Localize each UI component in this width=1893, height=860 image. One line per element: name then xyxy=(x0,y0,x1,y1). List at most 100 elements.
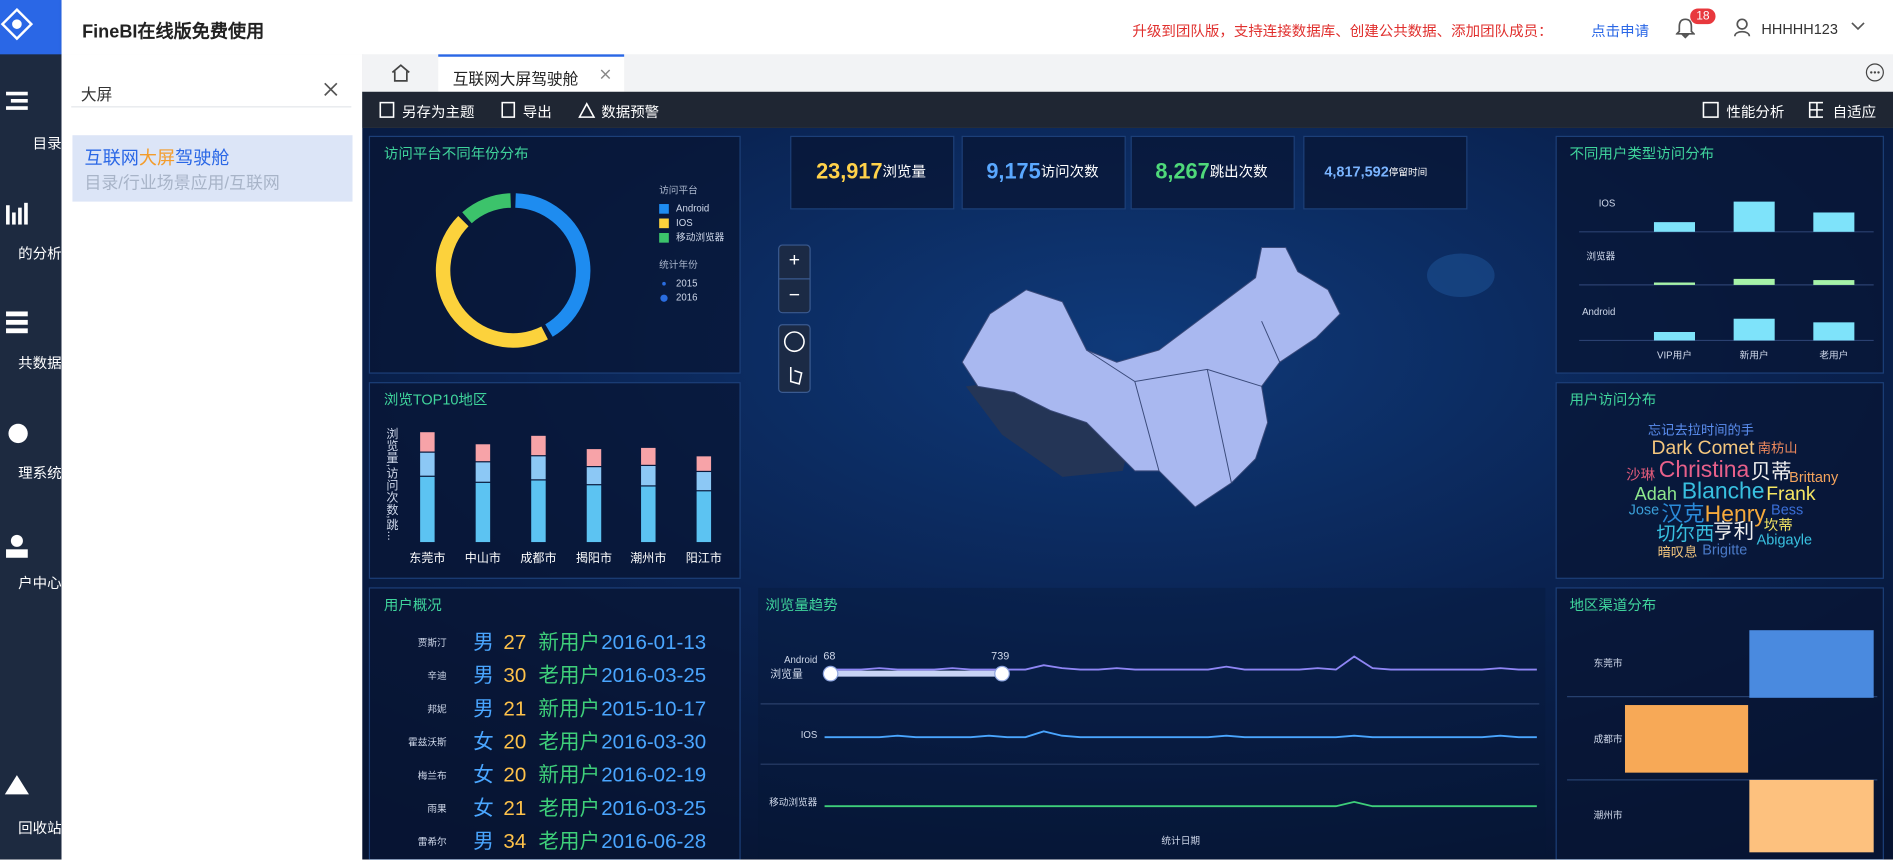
kpi-value: 4,817,592 xyxy=(1324,164,1388,180)
tab-close[interactable] xyxy=(600,69,611,80)
map-china xyxy=(961,247,1341,508)
zoom-in[interactable]: + xyxy=(789,250,800,271)
legend-label: IOS xyxy=(676,218,693,229)
x-tick-label: 揭阳市 xyxy=(576,550,612,565)
kpi-label: 浏览量 xyxy=(883,163,926,180)
legend-swatch xyxy=(659,233,669,243)
bar xyxy=(1813,212,1855,232)
kpi-value: 9,175 xyxy=(986,158,1040,183)
series-label: IOS xyxy=(801,730,818,741)
bar xyxy=(641,447,656,465)
word: Jose xyxy=(1629,503,1660,519)
user-gender: 女 xyxy=(473,730,494,753)
user-name[interactable]: HHHHH123 xyxy=(1761,20,1838,38)
user-date: 2016-06-28 xyxy=(601,830,706,853)
more-icon[interactable] xyxy=(1865,63,1884,82)
x-tick-label: 成都市 xyxy=(520,550,556,565)
sidebar-item[interactable]: 的分析 xyxy=(18,245,62,262)
bar xyxy=(531,456,546,480)
search-result[interactable]: 互联网大屏驾驶舱 目录/行业场景应用/互联网 xyxy=(72,135,353,202)
user-date: 2016-03-30 xyxy=(601,730,706,753)
sidebar-item[interactable]: 回收站 xyxy=(18,819,62,837)
toolbar-button[interactable]: 数据预警 xyxy=(601,103,660,121)
user-age: 20 xyxy=(503,730,526,753)
x-tick-label: 新用户 xyxy=(1740,350,1769,362)
toolbar-button[interactable]: 导出 xyxy=(522,103,552,121)
bar xyxy=(1733,278,1775,285)
header: FineBI在线版免费使用 升级到团队版，支持连接数据库、创建公共数据、添加团队… xyxy=(61,0,1893,55)
user-name: 邦妮 xyxy=(427,703,447,715)
row-label: Android xyxy=(1582,307,1615,318)
y-label: 浏览量 xyxy=(770,667,803,681)
zoom-out[interactable]: − xyxy=(789,285,800,306)
bell-icon[interactable] xyxy=(1675,17,1696,39)
clear-icon[interactable] xyxy=(324,82,338,96)
word: 汉克 xyxy=(1661,501,1704,526)
toolbar-button[interactable]: 另存为主题 xyxy=(402,103,475,121)
bar xyxy=(1813,280,1855,285)
toolbar-button[interactable]: 性能分析 xyxy=(1726,103,1785,121)
user-date: 2016-02-19 xyxy=(601,764,706,787)
word: Abigayle xyxy=(1757,533,1813,549)
tab[interactable]: 互联网大屏驾驶舱 xyxy=(438,54,625,92)
bar xyxy=(1653,282,1696,285)
channel-block xyxy=(1749,630,1874,698)
decor-planet xyxy=(1426,253,1495,297)
result-path: 目录/行业场景应用/互联网 xyxy=(84,172,280,192)
slider-label: 739 xyxy=(991,651,1009,663)
kpi-value: 23,917 xyxy=(816,158,882,183)
word: 沙琳 xyxy=(1626,466,1655,483)
kpi-label: 访问次数 xyxy=(1041,163,1099,180)
panel-title: 用户访问分布 xyxy=(1569,392,1656,409)
x-tick-label: 中山市 xyxy=(465,550,501,565)
trend-panel xyxy=(758,587,1546,860)
bar xyxy=(696,491,712,543)
sidebar-item[interactable]: 户中心 xyxy=(18,574,62,592)
user-gender: 男 xyxy=(473,631,494,654)
kpi: 4,817,592停留时间 xyxy=(1324,164,1427,180)
sidebar-item[interactable]: 目录 xyxy=(32,135,62,153)
trend-line xyxy=(824,655,1537,671)
word: 南枋山 xyxy=(1758,441,1798,456)
app-title: FineBI在线版免费使用 xyxy=(82,21,265,43)
legend-label: 2016 xyxy=(676,293,697,304)
user-name: 雷希尔 xyxy=(418,836,447,848)
word: Bess xyxy=(1771,503,1803,519)
divider xyxy=(71,106,352,108)
series-label: Android xyxy=(784,655,817,666)
user-name: 雨果 xyxy=(427,804,447,815)
bar xyxy=(1813,322,1855,341)
word: Frank xyxy=(1766,484,1816,505)
kpi: 9,175访问次数 xyxy=(986,158,1099,183)
x-tick-label: 阳江市 xyxy=(686,550,722,565)
home-icon[interactable] xyxy=(391,64,410,82)
user-icon[interactable] xyxy=(1734,18,1751,37)
bar xyxy=(1653,222,1696,232)
result-title: 互联网大屏驾驶舱 xyxy=(85,145,230,170)
sidebar-item[interactable]: 共数据 xyxy=(18,354,62,372)
user-age: 20 xyxy=(503,764,526,787)
dashboard: 23,917浏览量 9,175访问次数 8,267跳出次数 4,817,592停留时间… xyxy=(362,127,1893,860)
user-age: 34 xyxy=(503,830,526,853)
sidebar: 目录 的分析 共数据 理系统 户中心 回收站 xyxy=(0,0,62,860)
user-age: 21 xyxy=(503,697,526,720)
toolbar-icons xyxy=(1702,101,1823,118)
bar xyxy=(420,452,435,476)
toolbar-button[interactable]: 自适应 xyxy=(1832,103,1877,121)
logo xyxy=(0,0,62,55)
apply-link[interactable]: 点击申请 xyxy=(1591,22,1650,40)
series-label: 移动浏览器 xyxy=(769,796,818,808)
word: 切尔西 xyxy=(1656,523,1714,545)
search-input[interactable]: 大屏 xyxy=(80,85,113,104)
channel-label: 东莞市 xyxy=(1594,658,1623,670)
result-highlight: 大屏 xyxy=(138,148,176,170)
sidebar-item[interactable]: 理系统 xyxy=(18,464,62,482)
bar xyxy=(696,472,712,491)
dropdown-icon[interactable] xyxy=(1851,22,1865,32)
user-name: 霍兹沃斯 xyxy=(408,737,447,749)
donut-segment xyxy=(435,215,548,348)
user-date: 2016-01-13 xyxy=(601,631,706,654)
x-tick-label: 东莞市 xyxy=(409,550,445,565)
toolbar-icons xyxy=(379,101,596,118)
